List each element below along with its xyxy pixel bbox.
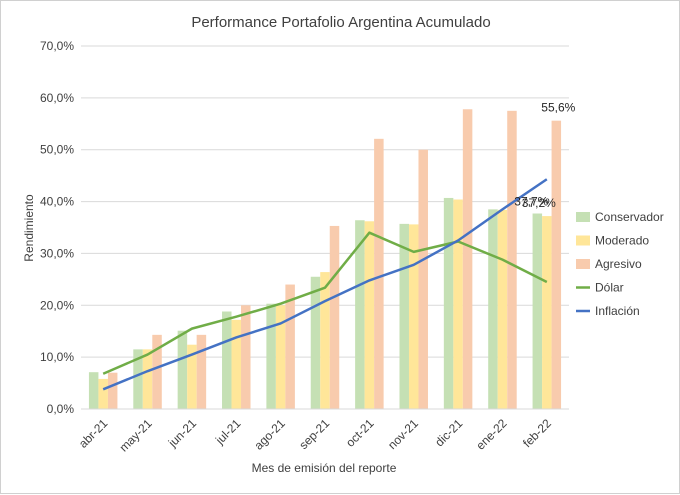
y-tick-label: 0,0% xyxy=(47,402,75,416)
bar-moderado xyxy=(408,224,419,409)
bar-conservador xyxy=(443,197,454,409)
bar-agresivo xyxy=(507,110,517,410)
x-tick-label: dic-21 xyxy=(432,416,465,449)
bar-moderado xyxy=(275,305,286,409)
y-tick-label: 50,0% xyxy=(40,143,74,157)
lines-layer xyxy=(102,178,548,391)
x-tick-label: feb-22 xyxy=(520,416,554,450)
bar-conservador xyxy=(488,209,498,409)
y-tick-label: 70,0% xyxy=(40,39,74,53)
x-tick-label: may-21 xyxy=(117,416,155,454)
chart-title: Performance Portafolio Argentina Acumula… xyxy=(191,14,490,31)
x-axis-tick-labels: abr-21 may-21 jun-21 jul-21 ago-21 sep-21 oct-… xyxy=(76,416,554,454)
bar-conservador xyxy=(177,330,188,409)
x-tick-label: oct-21 xyxy=(343,416,377,450)
data-label: 55,6% xyxy=(541,101,575,115)
x-tick-label: ago-21 xyxy=(252,416,289,453)
x-tick-label: jun-21 xyxy=(165,416,199,450)
bar-agresivo xyxy=(107,372,118,409)
x-tick-label: sep-21 xyxy=(296,416,332,452)
bar-agresivo xyxy=(196,334,207,409)
legend-swatch xyxy=(576,259,590,269)
x-tick-label: nov-21 xyxy=(385,416,421,452)
y-axis-tick-labels: 0,0% 10,0% 20,0% 30,0% 40,0% 50,0% 60,0% 70,0% xyxy=(40,39,74,416)
bar-moderado xyxy=(187,344,197,409)
y-tick-label: 60,0% xyxy=(40,91,74,105)
bar-conservador xyxy=(532,213,543,409)
bar-agresivo xyxy=(462,109,473,409)
bar-moderado xyxy=(364,221,375,409)
bar-conservador xyxy=(355,220,365,409)
data-label: 37,2% xyxy=(522,196,556,210)
bars-layer xyxy=(88,109,562,410)
data-label: 37,7% xyxy=(514,194,548,208)
legend-label: Conservador xyxy=(595,210,664,224)
x-tick-label: jul-21 xyxy=(212,416,244,448)
bar-moderado xyxy=(142,349,153,409)
legend-label: Agresivo xyxy=(595,257,642,271)
gridlines xyxy=(81,45,569,358)
legend-swatch xyxy=(576,212,590,222)
bar-moderado xyxy=(542,216,552,409)
bar-moderado xyxy=(98,378,108,409)
bar-agresivo xyxy=(285,284,295,409)
bar-conservador xyxy=(399,223,409,409)
bar-moderado xyxy=(497,209,508,409)
line-dolar xyxy=(102,231,548,375)
bar-agresivo xyxy=(551,120,562,409)
bar-moderado xyxy=(320,272,330,409)
bar-moderado xyxy=(231,319,242,409)
bar-agresivo xyxy=(418,149,428,409)
y-tick-label: 40,0% xyxy=(40,195,74,209)
x-axis-title: Mes de emisión del reporte xyxy=(252,461,397,475)
bar-conservador xyxy=(310,276,321,409)
legend-label: Dólar xyxy=(595,281,624,295)
legend-label: Moderado xyxy=(595,234,649,248)
bar-agresivo xyxy=(329,225,340,409)
bar-conservador xyxy=(88,372,99,409)
bar-agresivo xyxy=(152,334,162,409)
data-labels-layer: 37,7%37,2% 55,6% xyxy=(514,101,575,210)
x-tick-label: ene-22 xyxy=(473,416,510,453)
y-axis-title: Rendimiento xyxy=(22,194,36,262)
legend: Conservador Moderado Agresivo Dólar Inflació… xyxy=(576,210,664,318)
y-tick-label: 10,0% xyxy=(40,350,74,364)
bar-moderado xyxy=(453,199,463,409)
y-tick-label: 30,0% xyxy=(40,246,74,260)
bar-conservador xyxy=(222,311,232,409)
line-inflacion xyxy=(102,178,548,391)
y-tick-label: 20,0% xyxy=(40,298,74,312)
bar-conservador xyxy=(133,349,143,409)
legend-swatch xyxy=(576,235,590,246)
legend-label: Inflación xyxy=(595,304,640,318)
bar-conservador xyxy=(266,303,276,409)
bar-agresivo xyxy=(241,305,251,409)
bar-agresivo xyxy=(374,138,384,409)
x-tick-label: abr-21 xyxy=(76,416,111,451)
